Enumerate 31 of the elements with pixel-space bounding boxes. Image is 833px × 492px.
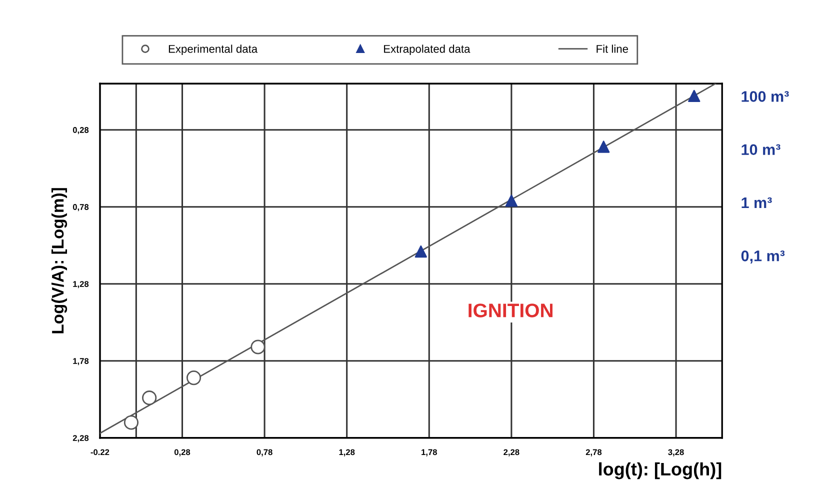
x-tick-label: 1,28: [339, 449, 355, 456]
point: [505, 194, 518, 207]
text: 100 m³: [742, 91, 789, 102]
point: [688, 90, 700, 102]
legend-label: Extrapolated data: [384, 44, 470, 56]
legend-label: Fit line: [596, 44, 628, 53]
point: [250, 340, 266, 354]
y-tick-label: 1,28: [73, 281, 89, 288]
y-tick-label: 2,28: [72, 435, 89, 442]
x-tick-label: -0.22: [90, 449, 110, 456]
point: [414, 245, 427, 258]
x-tick-label: 1,78: [422, 449, 437, 456]
text: 1 m³: [742, 197, 772, 208]
x-tick-label: 0,28: [174, 449, 190, 456]
x-tick-label: 2,28: [504, 449, 520, 456]
point: [142, 390, 157, 406]
point: [124, 415, 139, 430]
x-tick-label: 3,28: [668, 449, 684, 456]
point: [186, 370, 202, 386]
text: 0,1 m³: [741, 250, 785, 264]
text: 10 m³: [742, 144, 780, 156]
y-axis-title: Log(V/A): [Log(m)]: [51, 188, 68, 334]
y-tick-label: 0,28: [72, 127, 89, 134]
point: [598, 140, 610, 153]
x-tick-label: 2,78: [586, 449, 602, 456]
y-tick-label: 0,78: [72, 204, 89, 212]
y-tick-label: 1,78: [73, 358, 89, 366]
annotation: IGNITION: [468, 304, 552, 318]
x-tick-label: 0,78: [256, 449, 272, 456]
x-axis-title: log(t): [Log(h)]: [599, 462, 722, 480]
legend-label: Experimental data: [168, 44, 258, 56]
